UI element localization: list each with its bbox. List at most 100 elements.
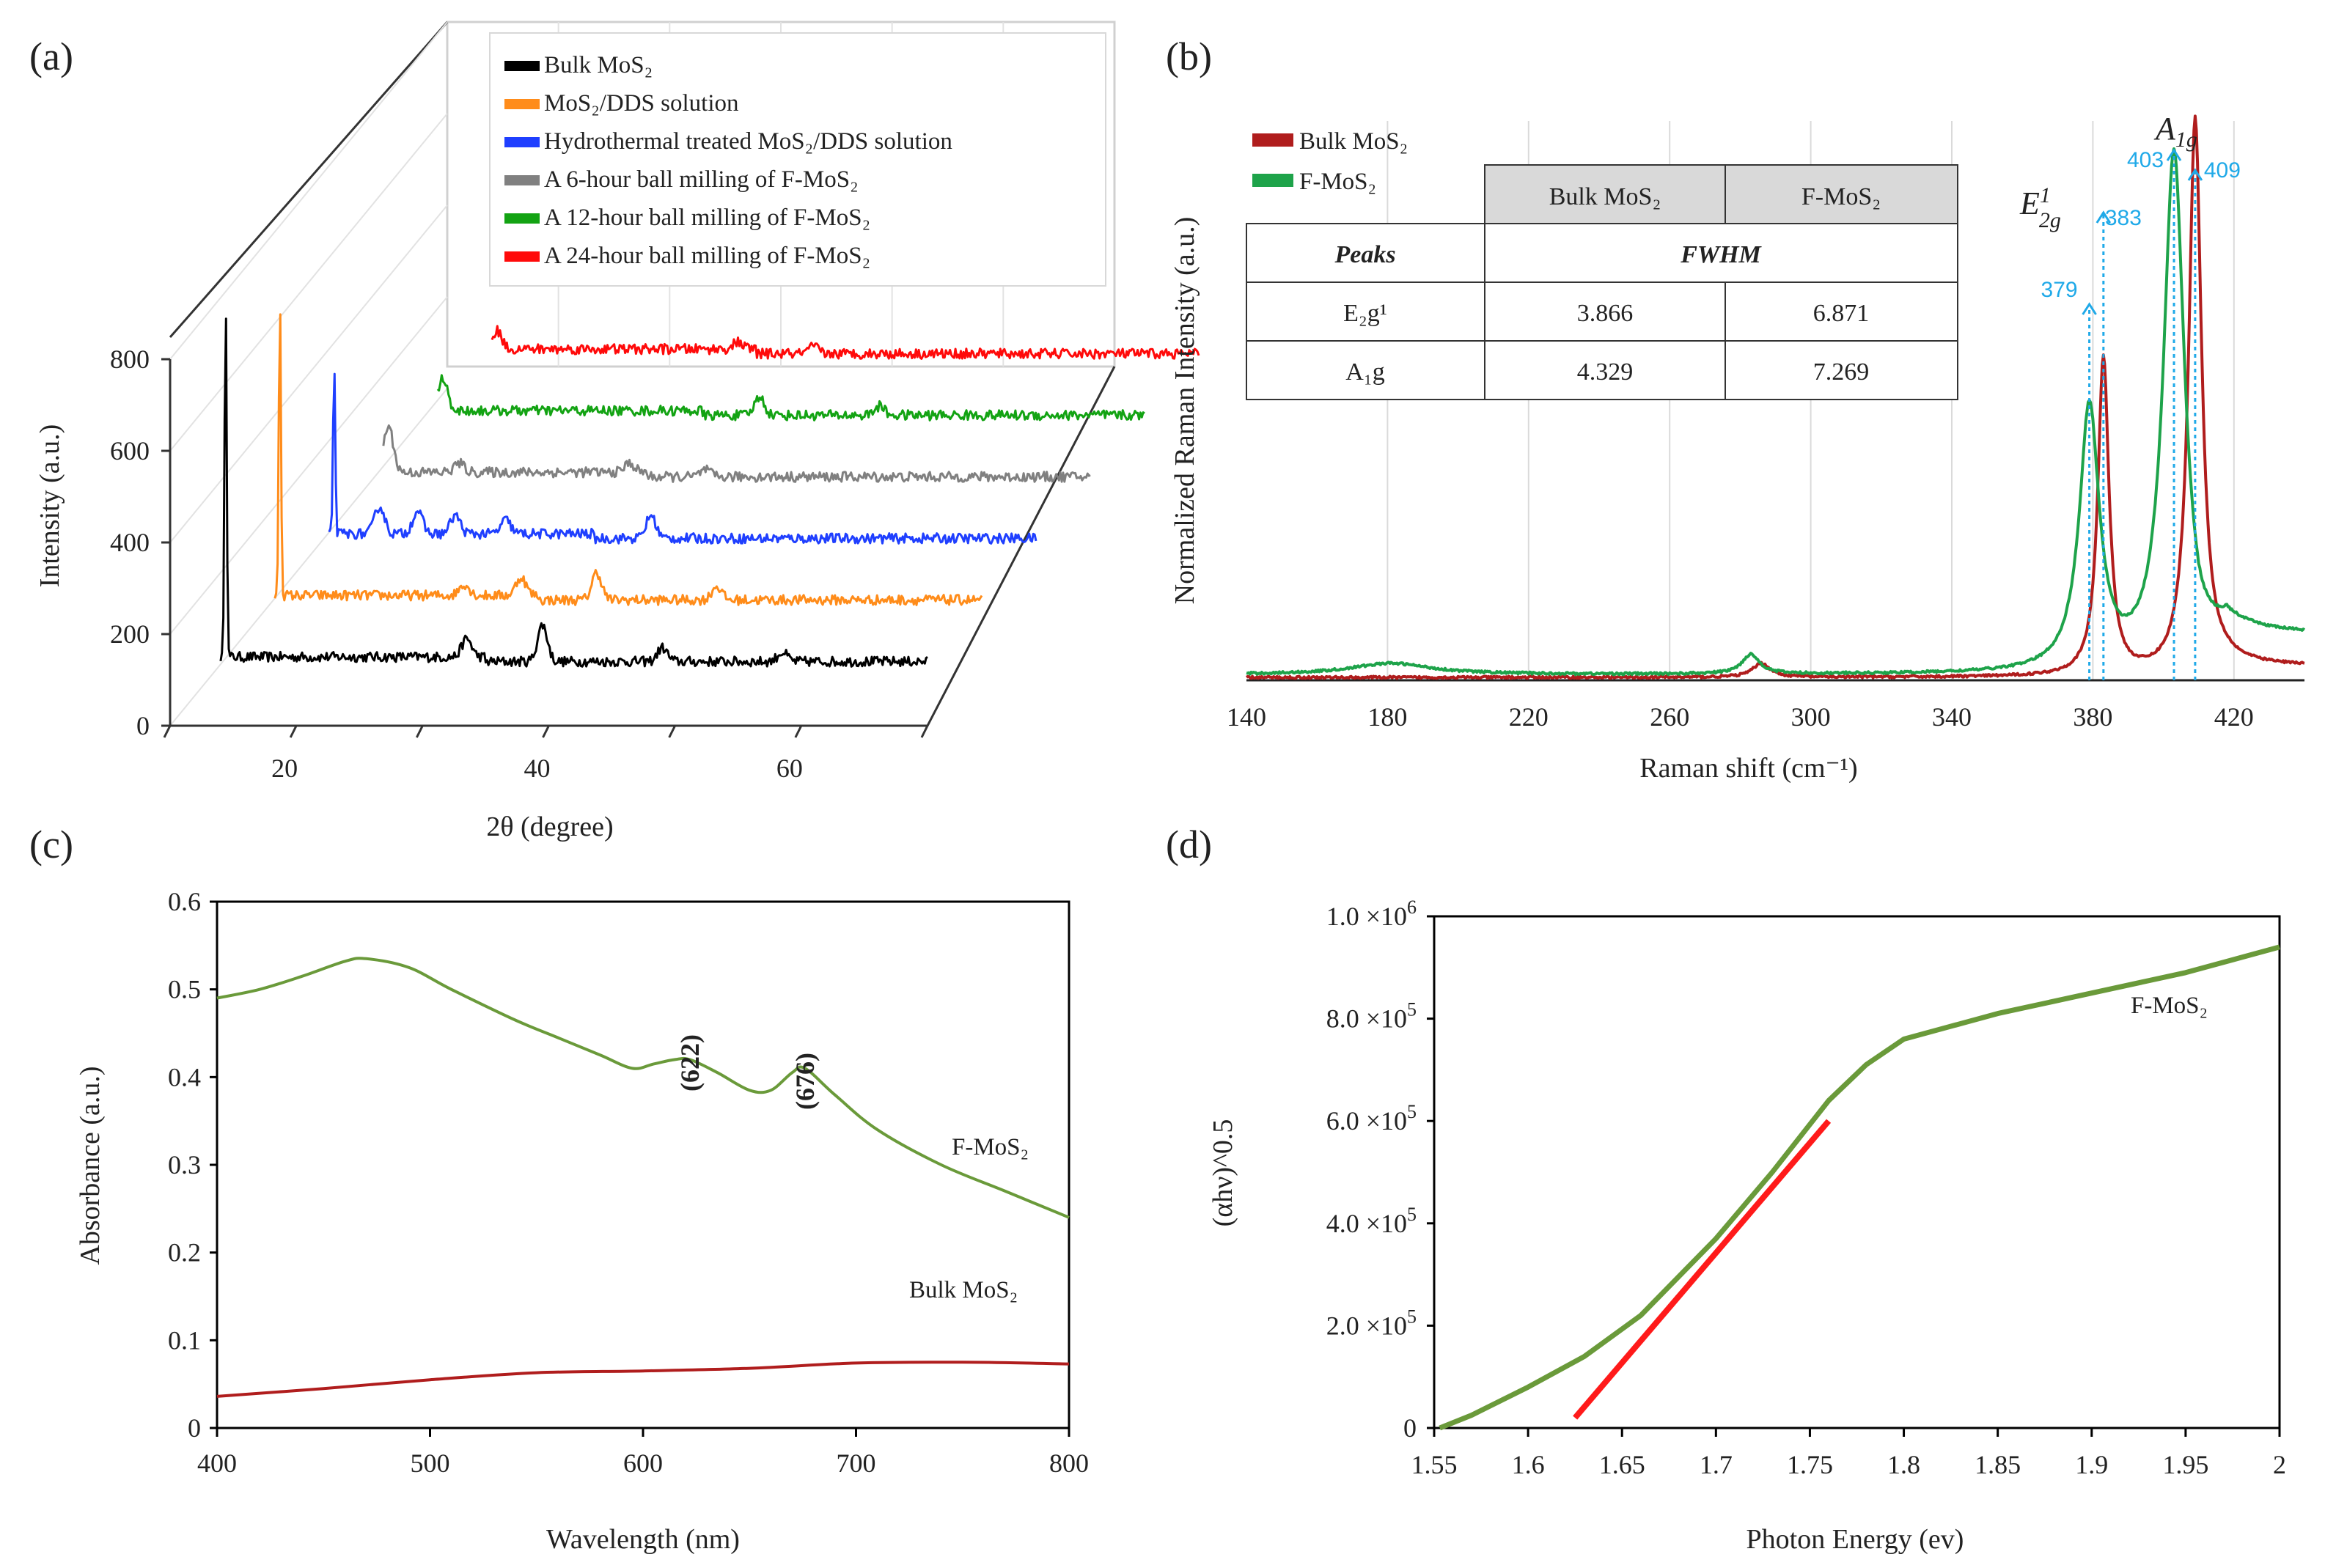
x-tick-c-0: 400 <box>197 1449 237 1478</box>
a1g-sub: 1g <box>2175 128 2197 152</box>
series-a <box>219 313 1200 668</box>
y-tick-c-6: 0.6 <box>168 887 201 916</box>
table-peak-e2g: E₂g¹ <box>1343 300 1387 327</box>
x-axis-title-a: 2θ (degree) <box>486 811 613 842</box>
table-col-bulk: Bulk MoS₂ <box>1549 183 1661 210</box>
series-line-a-0 <box>219 317 928 668</box>
x-ticks-d: 1.55 1.6 1.65 1.7 1.75 1.8 1.85 1.9 1.95 2 <box>1411 1428 2286 1479</box>
x-tick-d-0: 1.55 <box>1411 1450 1458 1479</box>
table-e2g-bulk: 3.866 <box>1577 300 1634 327</box>
x-tick-b-7: 420 <box>2214 702 2254 732</box>
legend-a-label-1: MoS₂/DDS solution <box>544 90 738 117</box>
y-ticks-c: 0 0.1 0.2 0.3 0.4 0.5 0.6 <box>168 887 217 1443</box>
y-ticks-a: 0 200 400 600 800 <box>110 345 170 740</box>
x-tick-c-1: 500 <box>411 1449 450 1478</box>
x-tick-d-5: 1.8 <box>1887 1450 1920 1479</box>
x-tick-c-3: 700 <box>837 1449 876 1478</box>
left-depth-edge <box>169 21 449 338</box>
y-tick-d-exp-2: 5 <box>1407 1204 1417 1225</box>
x-tick-mark-a-2 <box>415 725 424 738</box>
y-tick-c-0: 0 <box>188 1413 201 1443</box>
marker-label-b-0: 379 <box>2041 278 2078 302</box>
x-tick-d-9: 2 <box>2273 1450 2286 1479</box>
series-label-bulk-c: Bulk MoS₂ <box>909 1277 1018 1303</box>
legend-a-label-2: Hydrothermal treated MoS₂/DDS solution <box>544 128 952 155</box>
series-b <box>1245 114 2306 680</box>
x-tick-mark-a-3 <box>542 725 550 738</box>
y-tick-d-base-1: 2.0 ×10 <box>1326 1311 1407 1340</box>
y-axis-title-b: Normalized Raman Intensity (a.u.) <box>1169 217 1200 605</box>
y-tick-d-base-2: 4.0 ×10 <box>1326 1209 1407 1238</box>
y-tick-d-exp-3: 5 <box>1407 1101 1417 1122</box>
y-tick-d-3: 6.0 ×105 <box>1326 1101 1417 1135</box>
table-row-2 <box>1246 340 1958 400</box>
series-d <box>1439 944 2280 1431</box>
x-axis-title-d: Photon Energy (ev) <box>1746 1524 1964 1555</box>
legend-a-label-0: Bulk MoS₂ <box>544 52 653 78</box>
legend-b-bulk: Bulk MoS₂ <box>1299 128 1408 155</box>
legend-b-swatch-bulk <box>1252 133 1293 147</box>
table-e2g-f: 6.871 <box>1813 300 1870 327</box>
legend-a-swatch-5 <box>504 251 540 262</box>
panel-c: (c) 00.10.20.30.40.50.6 400 500 600 700 800 … <box>29 822 1089 1555</box>
x-tick-mark-a-1 <box>289 725 298 738</box>
table-col-f: F-MoS₂ <box>1801 183 1881 210</box>
fwhm-table: Bulk MoS₂ F-MoS₂ Peaks FWHM E₂g¹ 3.866 6… <box>1246 164 1958 400</box>
x-tick-c-4: 800 <box>1049 1449 1089 1478</box>
y-tick-c-3: 0.3 <box>168 1150 201 1179</box>
table-peak-a1g: A₁g <box>1345 358 1384 386</box>
table-row-1 <box>1246 281 1958 342</box>
e2g-label: E1 2g <box>2019 183 2061 232</box>
series-c <box>216 957 1070 1398</box>
y-tick-a-1: 200 <box>110 619 150 649</box>
legend-a-swatch-3 <box>504 175 540 185</box>
series-label-f-c: F-MoS₂ <box>952 1134 1029 1160</box>
y-tick-d-base-5: 1.0 ×10 <box>1326 902 1407 931</box>
x-ticks-c: 400 500 600 700 800 <box>197 1428 1089 1478</box>
legend-b: Bulk MoS₂ F-MoS₂ <box>1252 128 1408 195</box>
marker-arrow-b-3 <box>2187 168 2203 181</box>
x-tick-b-5: 340 <box>1932 702 1972 732</box>
x-tick-b-3: 260 <box>1650 702 1689 732</box>
x-tick-mark-a-0 <box>163 725 172 738</box>
grid-line-a-left-1 <box>169 296 448 635</box>
y-tick-c-4: 0.4 <box>168 1062 201 1092</box>
legend-a-items: Bulk MoS₂ MoS₂/DDS solution Hydrothermal t… <box>504 52 952 269</box>
marker-arrow-b-1 <box>2096 210 2112 224</box>
grid-line-a-left-2 <box>169 205 448 543</box>
series-label-f-d: F-MoS₂ <box>2131 993 2208 1019</box>
y-axis-title-c: Absorbance (a.u.) <box>75 1066 106 1265</box>
legend-a-swatch-0 <box>504 61 540 71</box>
x-tick-b-4: 300 <box>1791 702 1831 732</box>
x-ticks-a: 20 40 60 <box>163 725 929 783</box>
marker-label-b-1: 383 <box>2105 206 2142 230</box>
x-tick-b-2: 220 <box>1509 702 1549 732</box>
x-tick-d-1: 1.6 <box>1512 1450 1545 1479</box>
y-tick-d-1: 2.0 ×105 <box>1326 1306 1417 1340</box>
e2g-main: E <box>2019 185 2040 221</box>
series-line-a-4 <box>436 374 1145 422</box>
x-tick-c-2: 600 <box>623 1449 663 1478</box>
series-line-a-2 <box>328 372 1037 545</box>
a1g-main: A <box>2153 111 2176 147</box>
table-peaks-title: Peaks <box>1334 241 1395 268</box>
legend-a-swatch-1 <box>504 99 540 109</box>
a1g-label: A1g <box>2153 111 2197 152</box>
table-a1g-bulk: 4.329 <box>1577 358 1634 386</box>
y-tick-a-2: 400 <box>110 528 150 557</box>
x-tick-b-1: 180 <box>1367 702 1407 732</box>
y-tick-d-base-4: 8.0 ×10 <box>1326 1004 1407 1034</box>
x-tick-d-2: 1.65 <box>1599 1450 1645 1479</box>
e2g-sup: 1 <box>2040 183 2051 207</box>
table-a1g-f: 7.269 <box>1813 358 1870 386</box>
y-tick-d-exp-1: 5 <box>1407 1306 1417 1327</box>
series-line-a-1 <box>273 313 983 606</box>
x-tick-d-4: 1.75 <box>1787 1450 1833 1479</box>
x-tick-d-3: 1.7 <box>1700 1450 1733 1479</box>
legend-a <box>489 32 1106 287</box>
peak-markers-b: 379 383 403 409 <box>2041 148 2241 680</box>
y-tick-a-4: 800 <box>110 345 150 374</box>
x-tick-mark-a-6 <box>920 725 929 738</box>
x-tick-d-8: 1.95 <box>2162 1450 2208 1479</box>
